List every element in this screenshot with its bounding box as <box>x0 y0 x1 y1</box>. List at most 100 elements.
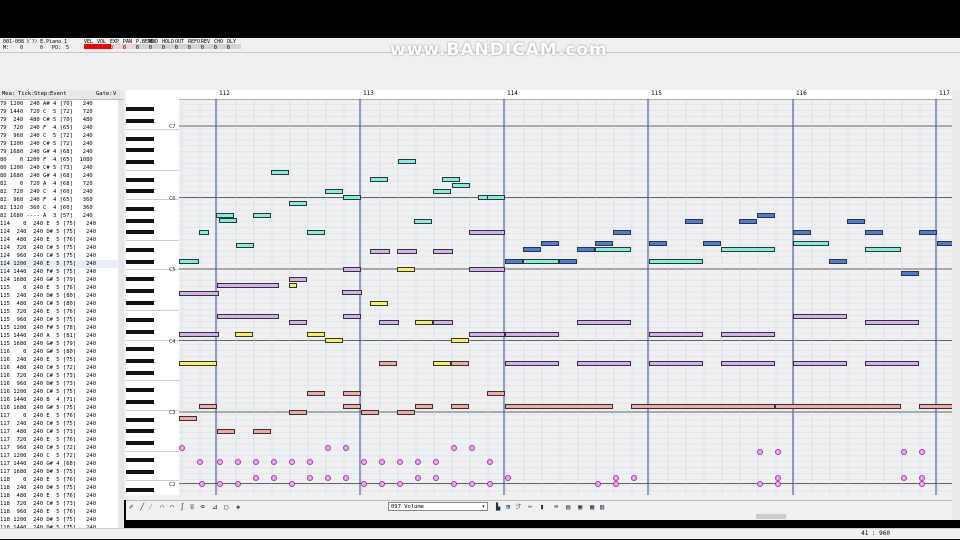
note[interactable] <box>343 267 361 272</box>
velocity-dot[interactable] <box>433 459 439 465</box>
note[interactable] <box>217 314 279 319</box>
event-row[interactable]: 118 1200 240 D# 5 [75] 240 <box>0 517 97 523</box>
event-row[interactable]: 79 240 480 C# 5 [70] 480 <box>0 117 93 123</box>
note[interactable] <box>775 404 901 409</box>
note[interactable] <box>179 291 219 296</box>
velocity-dot[interactable] <box>757 449 763 455</box>
note[interactable] <box>397 410 415 415</box>
note[interactable] <box>289 283 297 288</box>
event-list-scrollbar[interactable] <box>118 100 124 530</box>
black-key[interactable] <box>126 487 154 492</box>
wave-tool-icon[interactable]: ʬ <box>190 503 195 511</box>
note[interactable] <box>343 314 361 319</box>
event-list[interactable]: 79 1200 240 A# 4 [70] 240 79 1440 720 C 5… <box>0 100 118 530</box>
velocity-dot[interactable] <box>487 459 493 465</box>
note[interactable] <box>370 249 390 254</box>
black-key[interactable] <box>126 458 154 463</box>
velocity-dot[interactable] <box>307 475 313 481</box>
event-row[interactable]: 79 960 240 C 5 [72] 240 <box>0 133 93 139</box>
velocity-dot[interactable] <box>505 475 511 481</box>
curve2-tool-icon[interactable]: ◠ <box>170 503 175 511</box>
velocity-dot[interactable] <box>379 459 385 465</box>
note[interactable] <box>685 219 703 224</box>
note[interactable] <box>865 230 883 235</box>
note[interactable] <box>235 332 253 337</box>
velocity-dot[interactable] <box>271 475 277 481</box>
velocity-dot[interactable] <box>775 475 781 481</box>
black-key[interactable] <box>126 417 154 422</box>
note[interactable] <box>901 271 919 276</box>
note[interactable] <box>541 241 559 246</box>
note[interactable] <box>649 259 703 264</box>
note[interactable] <box>342 290 362 295</box>
note[interactable] <box>179 332 219 337</box>
velocity-dot[interactable] <box>469 481 475 487</box>
event-row[interactable]: 115 480 240 C# 5 [80] 240 <box>0 301 97 307</box>
note[interactable] <box>179 259 199 264</box>
note[interactable] <box>370 301 388 306</box>
event-row[interactable]: 114 1680 240 G# 5 [79] 240 <box>0 277 97 283</box>
note[interactable] <box>433 320 453 325</box>
grid-icon[interactable]: ▤ <box>566 503 571 511</box>
velocity-dot[interactable] <box>325 445 331 451</box>
piano-roll-grid[interactable] <box>179 99 952 495</box>
velocity-dot[interactable] <box>253 475 259 481</box>
event-row[interactable]: 114 480 240 E 5 [76] 240 <box>0 237 97 243</box>
note[interactable] <box>793 241 829 246</box>
black-key[interactable] <box>126 247 154 252</box>
ctrl-value-9[interactable]: 0 <box>201 45 205 51</box>
event-row[interactable]: 118 480 240 E 5 [76] 240 <box>0 493 97 499</box>
black-key[interactable] <box>126 370 154 375</box>
velocity-dot[interactable] <box>361 459 367 465</box>
event-row[interactable]: 79 720 240 F 4 [65] 240 <box>0 125 93 131</box>
scroll-thumb[interactable] <box>756 514 786 519</box>
note[interactable] <box>433 189 451 194</box>
line-tool-icon[interactable]: ⁄ <box>150 503 152 511</box>
ctrl-value-11[interactable]: 0 <box>227 45 231 51</box>
event-row[interactable]: 117 720 240 E 5 [76] 240 <box>0 437 97 443</box>
note[interactable] <box>199 230 209 235</box>
ctrl-value-2[interactable]: 0 <box>110 45 114 51</box>
velocity-dot[interactable] <box>919 481 925 487</box>
event-row[interactable]: 115 1200 240 F# 5 [78] 240 <box>0 325 97 331</box>
velocity-dot[interactable] <box>901 475 907 481</box>
view1-icon[interactable]: ▣ <box>578 503 583 511</box>
velocity-dot[interactable] <box>199 481 205 487</box>
note[interactable] <box>523 247 541 252</box>
velocity-dot[interactable] <box>289 459 295 465</box>
note[interactable] <box>721 247 775 252</box>
event-row[interactable]: 116 720 240 C# 5 [73] 240 <box>0 373 97 379</box>
ctrl-value-5[interactable]: 0 <box>149 45 153 51</box>
note[interactable] <box>469 332 505 337</box>
velocity-dot[interactable] <box>613 475 619 481</box>
black-key[interactable] <box>126 160 154 165</box>
view2-icon[interactable]: ▦ <box>590 503 595 511</box>
meter-icon[interactable]: ▮ <box>540 503 545 511</box>
black-key[interactable] <box>126 189 154 194</box>
level-icon[interactable]: ▥ <box>600 503 605 511</box>
note[interactable] <box>451 404 469 409</box>
event-row[interactable]: 117 960 240 C# 5 [72] 240 <box>0 445 97 451</box>
velocity-dot[interactable] <box>415 475 421 481</box>
velocity-dot[interactable] <box>217 481 223 487</box>
event-row[interactable]: 116 1200 240 C# 5 [75] 240 <box>0 389 97 395</box>
note[interactable] <box>919 404 952 409</box>
black-key[interactable] <box>126 359 154 363</box>
note[interactable] <box>343 195 361 200</box>
black-key[interactable] <box>126 470 154 475</box>
event-row[interactable]: 116 1440 240 B 4 [71] 240 <box>0 397 97 403</box>
note[interactable] <box>451 361 469 366</box>
event-row[interactable]: 118 240 240 D# 5 [75] 240 <box>0 485 97 491</box>
event-row[interactable]: 115 1440 240 A 5 [81] 240 <box>0 333 97 339</box>
event-row[interactable]: 114 1200 240 E 5 [75] 240 <box>0 260 118 268</box>
black-key[interactable] <box>126 206 154 211</box>
black-key[interactable] <box>126 277 154 282</box>
black-key[interactable] <box>126 288 154 293</box>
note[interactable] <box>289 410 307 415</box>
event-row[interactable]: 117 1200 240 C 5 [72] 240 <box>0 453 97 459</box>
event-row[interactable]: 79 1200 240 C# 5 [72] 240 <box>0 141 93 147</box>
note[interactable] <box>613 230 631 235</box>
velocity-dot[interactable] <box>451 481 457 487</box>
note[interactable] <box>289 320 307 325</box>
note[interactable] <box>487 195 505 200</box>
